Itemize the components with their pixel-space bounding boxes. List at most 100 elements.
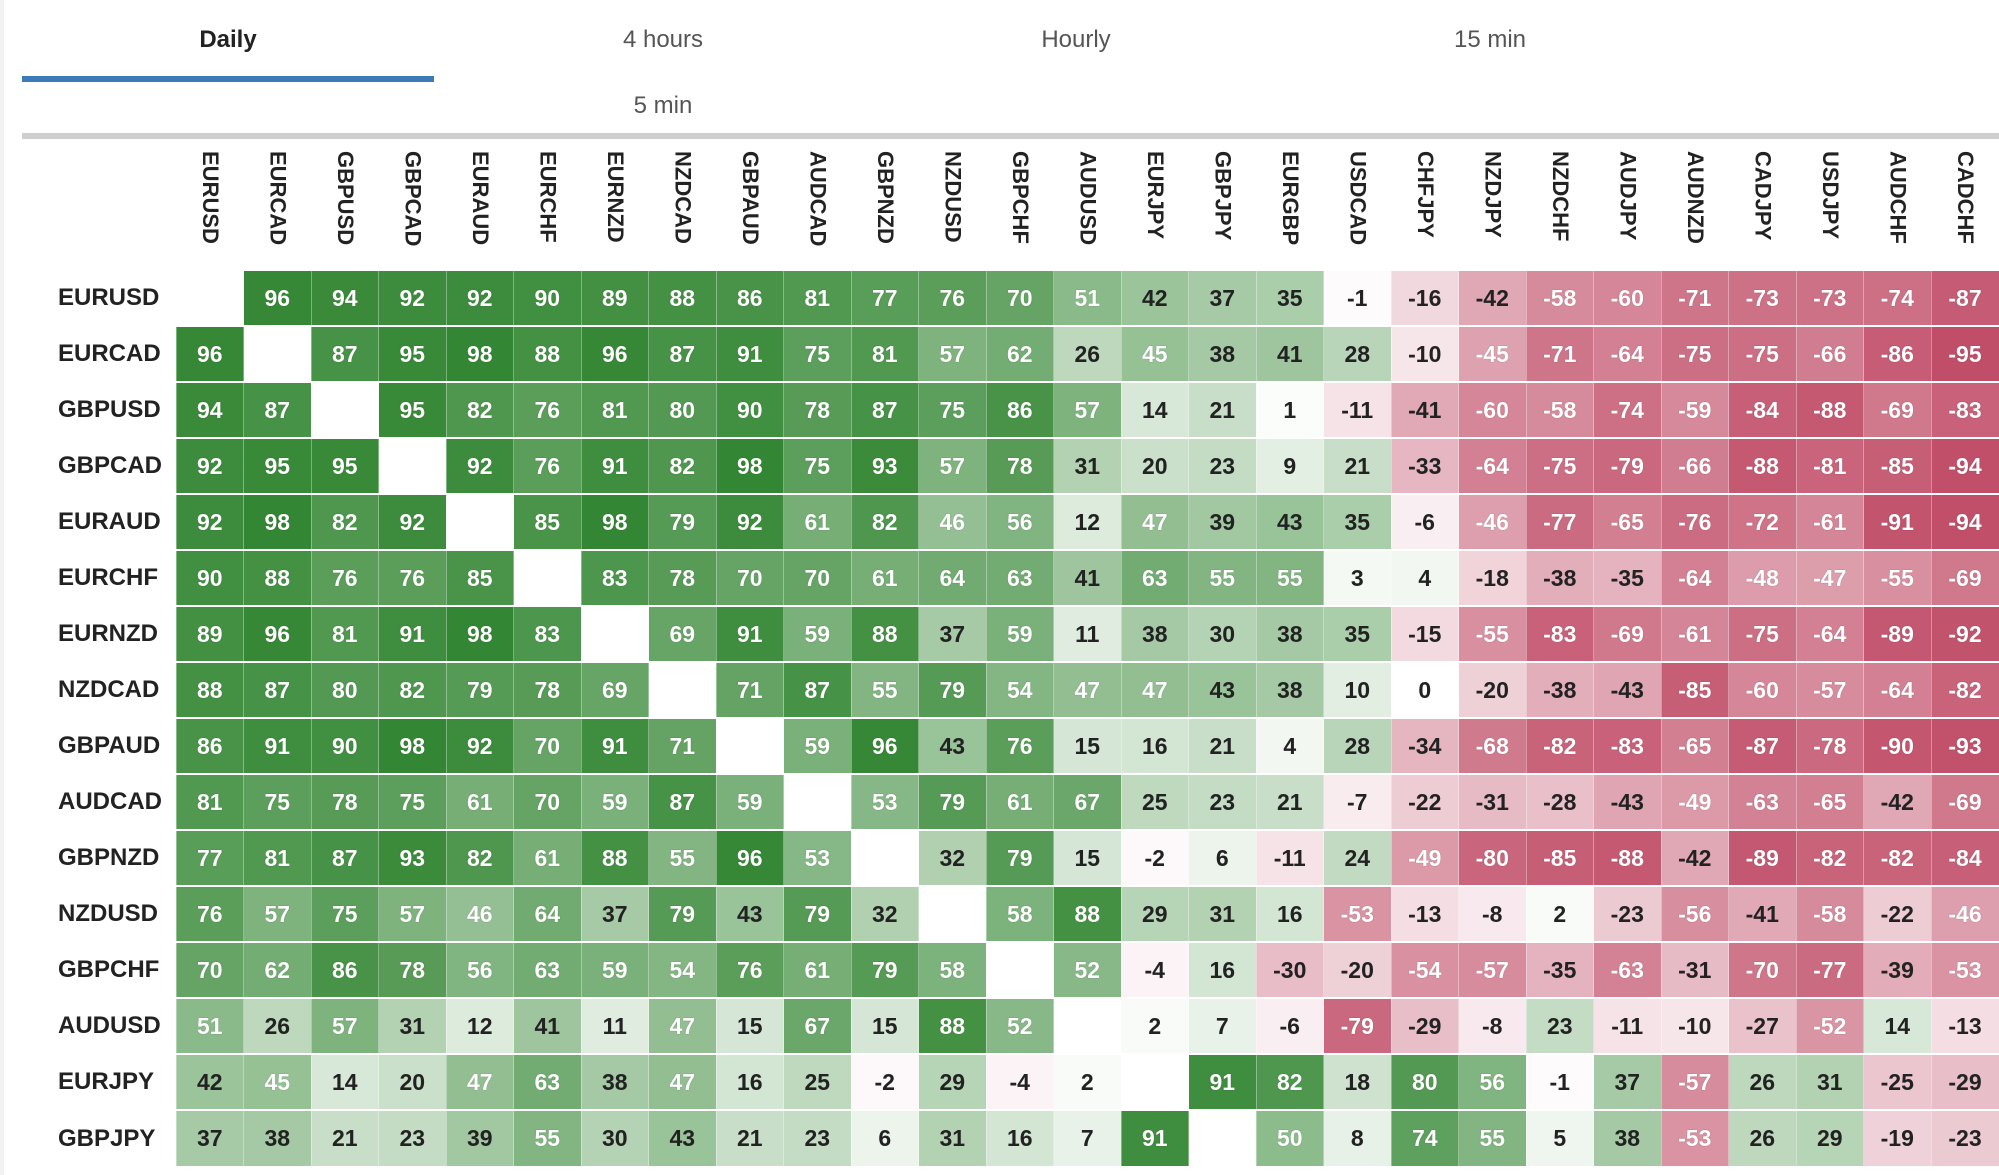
correlation-cell: 85 bbox=[445, 549, 514, 606]
correlation-cell: 0 bbox=[1390, 661, 1459, 718]
correlation-cell: -87 bbox=[1930, 269, 1999, 326]
correlation-cell: 57 bbox=[918, 437, 986, 494]
row-header-eurchf: EURCHF bbox=[48, 549, 176, 606]
column-header-gbpusd: GBPUSD bbox=[311, 141, 379, 270]
row-header-nzdcad: NZDCAD bbox=[48, 661, 176, 718]
correlation-cell: 79 bbox=[445, 661, 514, 718]
correlation-cell: -22 bbox=[1863, 885, 1931, 942]
correlation-cell: -75 bbox=[1525, 437, 1594, 494]
correlation-cell: -92 bbox=[1930, 605, 1999, 662]
correlation-cell: 79 bbox=[918, 773, 986, 830]
correlation-cell: 55 bbox=[1188, 549, 1256, 606]
column-header-label: EURCHF bbox=[535, 151, 561, 243]
correlation-cell: 46 bbox=[445, 885, 514, 942]
correlation-cell: 92 bbox=[445, 269, 514, 326]
correlation-cell: -6 bbox=[1255, 997, 1324, 1054]
correlation-cell: 91 bbox=[715, 325, 784, 382]
column-header-label: CADJPY bbox=[1750, 151, 1776, 241]
correlation-cell: 70 bbox=[513, 773, 581, 830]
correlation-cell: -79 bbox=[1593, 437, 1661, 494]
correlation-cell: 71 bbox=[648, 717, 716, 774]
correlation-cell: 88 bbox=[580, 829, 649, 886]
correlation-cell: -11 bbox=[1593, 997, 1661, 1054]
correlation-cell: 61 bbox=[513, 829, 581, 886]
correlation-cell: 21 bbox=[310, 1109, 379, 1166]
correlation-cell: 28 bbox=[1323, 325, 1391, 382]
correlation-cell: 38 bbox=[243, 1109, 311, 1166]
correlation-cell: 53 bbox=[850, 773, 919, 830]
correlation-cell: -58 bbox=[1525, 381, 1594, 438]
row-header-gbpaud: GBPAUD bbox=[48, 717, 176, 774]
tab-15-min[interactable]: 15 min bbox=[1453, 26, 1527, 53]
correlation-cell: -76 bbox=[1660, 493, 1729, 550]
correlation-cell: -71 bbox=[1660, 269, 1729, 326]
correlation-cell: -91 bbox=[1863, 493, 1931, 550]
correlation-cell: -75 bbox=[1728, 605, 1796, 662]
matrix-row-gbpusd: GBPUSD 94 87 95 82 76 81 80 90 78 87 75 86 57 14 21 1 -11… bbox=[48, 381, 1999, 438]
correlation-cell: 52 bbox=[1053, 941, 1121, 998]
correlation-cell: 55 bbox=[1458, 1109, 1526, 1166]
correlation-cell: 92 bbox=[445, 437, 514, 494]
tab-5-min[interactable]: 5 min bbox=[633, 92, 693, 119]
column-header-audusd: AUDUSD bbox=[1053, 141, 1121, 270]
correlation-cell: -64 bbox=[1863, 661, 1931, 718]
correlation-cell: 87 bbox=[648, 325, 716, 382]
tab-hourly[interactable]: Hourly bbox=[1041, 26, 1111, 53]
correlation-cell: -73 bbox=[1795, 269, 1864, 326]
matrix-row-euraud: EURAUD 92 98 82 92 85 98 79 92 61 82 46 56 12 47 39 43 35… bbox=[48, 493, 1999, 550]
correlation-cell: -61 bbox=[1660, 605, 1729, 662]
tab-daily[interactable]: Daily bbox=[199, 26, 257, 53]
column-header-nzdchf: NZDCHF bbox=[1526, 141, 1594, 270]
column-header-nzdcad: NZDCAD bbox=[648, 141, 716, 270]
row-header-eurjpy: EURJPY bbox=[48, 1053, 176, 1110]
correlation-cell: 38 bbox=[1188, 325, 1256, 382]
column-header-audjpy: AUDJPY bbox=[1593, 141, 1661, 270]
column-header-label: GBPUSD bbox=[332, 151, 358, 246]
correlation-cell: 88 bbox=[1053, 885, 1121, 942]
column-header-label: EURJPY bbox=[1142, 151, 1168, 240]
matrix-corner bbox=[48, 141, 176, 270]
correlation-cell: 86 bbox=[310, 941, 379, 998]
correlation-cell: 70 bbox=[985, 269, 1054, 326]
correlation-cell: -43 bbox=[1593, 661, 1661, 718]
tab-4-hours[interactable]: 4 hours bbox=[622, 26, 704, 53]
correlation-cell: 14 bbox=[1863, 997, 1931, 1054]
correlation-cell: 51 bbox=[1053, 269, 1121, 326]
correlation-cell: -65 bbox=[1795, 773, 1864, 830]
correlation-cell: 98 bbox=[715, 437, 784, 494]
correlation-cell: 58 bbox=[918, 941, 986, 998]
correlation-cell: 78 bbox=[648, 549, 716, 606]
correlation-cell: 31 bbox=[1188, 885, 1256, 942]
correlation-cell: 61 bbox=[985, 773, 1054, 830]
correlation-cell: 83 bbox=[580, 549, 649, 606]
column-header-nzdusd: NZDUSD bbox=[918, 141, 986, 270]
correlation-cell: 12 bbox=[1053, 493, 1121, 550]
correlation-cell: 75 bbox=[783, 437, 851, 494]
correlation-cell: 16 bbox=[985, 1109, 1054, 1166]
row-header-eurnzd: EURNZD bbox=[48, 605, 176, 662]
column-header-label: EURNZD bbox=[602, 151, 628, 243]
correlation-cell: 11 bbox=[1053, 605, 1121, 662]
matrix-row-gbpchf: GBPCHF 70 62 86 78 56 63 59 54 76 61 79 58 52 -4 16 -30-… bbox=[48, 941, 1999, 998]
column-header-label: NZDUSD bbox=[940, 151, 966, 243]
correlation-cell: -8 bbox=[1458, 997, 1526, 1054]
correlation-cell: 55 bbox=[648, 829, 716, 886]
correlation-cell: 2 bbox=[1120, 997, 1189, 1054]
correlation-cell: 59 bbox=[783, 717, 851, 774]
correlation-cell: 87 bbox=[648, 773, 716, 830]
correlation-cell: -42 bbox=[1458, 269, 1526, 326]
row-header-eurusd: EURUSD bbox=[48, 269, 176, 326]
column-header-row: EURUSD EURCAD GBPUSD GBPCAD EURAUD EURCHF EURN… bbox=[48, 141, 1999, 270]
correlation-cell: 80 bbox=[648, 381, 716, 438]
row-header-gbpjpy: GBPJPY bbox=[48, 1109, 176, 1166]
column-header-label: GBPJPY bbox=[1210, 151, 1236, 241]
correlation-cell: 90 bbox=[310, 717, 379, 774]
column-header-label: EURCAD bbox=[265, 151, 291, 246]
correlation-cell: 75 bbox=[310, 885, 379, 942]
correlation-cell: 61 bbox=[783, 493, 851, 550]
correlation-cell: -64 bbox=[1795, 605, 1864, 662]
correlation-cell: 62 bbox=[243, 941, 311, 998]
correlation-cell: 89 bbox=[175, 605, 244, 662]
correlation-cell: 88 bbox=[243, 549, 311, 606]
correlation-cell: -88 bbox=[1728, 437, 1796, 494]
